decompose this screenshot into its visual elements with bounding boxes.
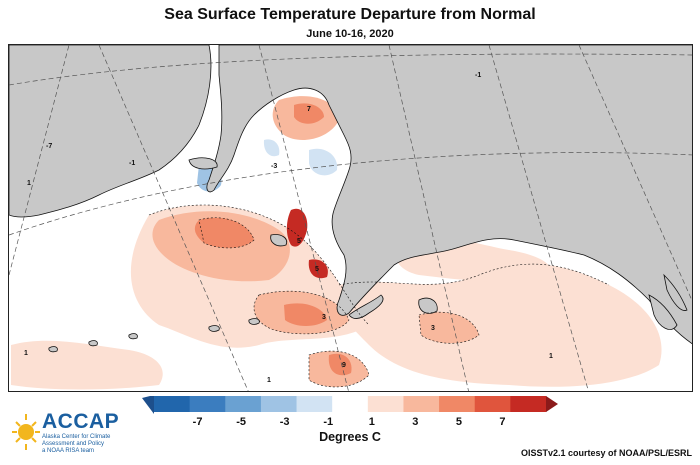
map-subtitle: June 10-16, 2020 — [306, 28, 394, 40]
legend-swatch — [189, 396, 226, 412]
legend-swatch — [439, 396, 476, 412]
logo-name: ACCAP — [42, 410, 120, 433]
legend-tick-label: -7 — [192, 416, 203, 428]
legend-swatch — [225, 396, 262, 412]
legend-swatch — [154, 396, 191, 412]
contour-label: -1 — [129, 160, 135, 167]
nunivak-island — [270, 234, 288, 247]
contour-label: 1 — [24, 350, 28, 357]
legend-swatch — [510, 396, 547, 412]
sst-anomaly-map: -1 -3 1 3 5 7 9 -7 3 1 1 -1 1 5 — [8, 44, 693, 392]
contour-label: -3 — [271, 163, 277, 170]
legend-tick-label: -5 — [236, 416, 246, 428]
st-lawrence-island — [188, 157, 218, 170]
legend-tick-label: -1 — [323, 416, 334, 428]
logo-tagline: Alaska Center for Climate Assessment and… — [42, 434, 142, 455]
legend-tick-label: 7 — [499, 416, 506, 428]
contour-label: 9 — [342, 362, 346, 369]
logo-affiliation: a NOAA RISA team — [42, 448, 95, 454]
data-credit: OISSTv2.1 courtesy of NOAA/PSL/ESRL — [520, 448, 692, 458]
legend-arrow-left — [142, 395, 154, 414]
legend-tick-label: -3 — [279, 416, 290, 428]
alaska-landmass — [206, 45, 692, 345]
legend-bar — [142, 395, 558, 414]
sun-icon — [12, 414, 40, 450]
contour-label: 1 — [549, 353, 553, 360]
contour-label: -1 — [475, 72, 481, 79]
contour-label-group: -1 -3 1 3 5 7 9 -7 3 1 1 -1 1 5 — [24, 72, 553, 384]
contour-label: 5 — [297, 238, 301, 245]
legend-title: Degrees C — [319, 430, 381, 444]
kodiak-island — [418, 297, 438, 314]
contour-label: 1 — [27, 180, 31, 187]
contour-label: 7 — [307, 106, 311, 113]
legend-tick-label: 1 — [368, 416, 375, 428]
contour-label: 5 — [315, 266, 319, 273]
color-legend: -7 -5 -3 -1 1 3 5 7 Degrees C — [140, 395, 560, 446]
land-masses — [9, 45, 692, 353]
contour-label: 3 — [431, 325, 435, 332]
legend-swatch — [332, 396, 369, 412]
contour-label: 3 — [322, 314, 326, 321]
map-title: Sea Surface Temperature Departure from N… — [164, 6, 536, 23]
logo-tagline-text: Alaska Center for Climate Assessment and… — [42, 434, 111, 447]
legend-swatch — [367, 396, 404, 412]
contour-label: -7 — [46, 143, 52, 150]
accap-logo: ACCAP Alaska Center for Climate Assessme… — [12, 410, 142, 460]
legend-tick-label: 5 — [455, 416, 462, 428]
legend-swatch — [474, 396, 511, 412]
legend-swatch — [260, 396, 298, 412]
legend-arrow-right — [546, 396, 558, 412]
legend-swatch — [403, 396, 440, 412]
legend-tick-label: 3 — [412, 416, 419, 428]
graticule — [9, 45, 692, 391]
map-canvas: -1 -3 1 3 5 7 9 -7 3 1 1 -1 1 5 — [9, 45, 692, 391]
contour-lines — [148, 204, 610, 388]
aleutian-islands — [348, 294, 384, 319]
contour-label: 1 — [267, 377, 271, 384]
legend-swatch — [296, 396, 333, 412]
chukotka-landmass — [9, 45, 212, 218]
